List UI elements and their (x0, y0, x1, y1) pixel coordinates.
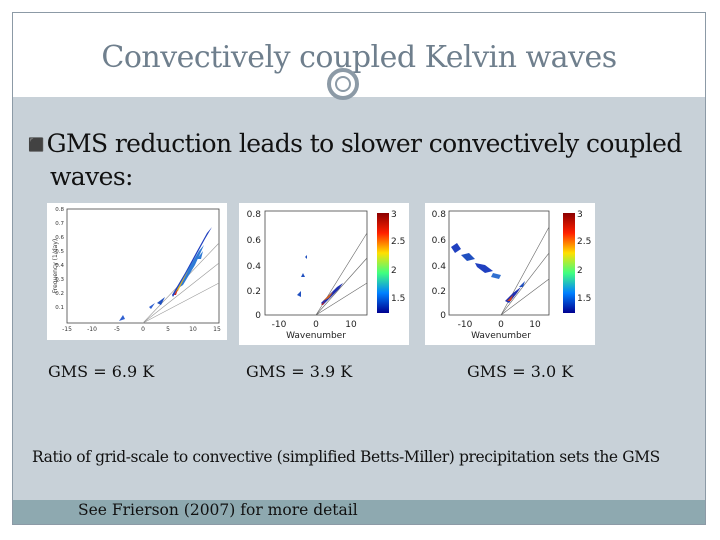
plot-3-svg: 0.8 0.6 0.4 0.2 0 -10 0 10 Wavenumber (432, 210, 592, 341)
plot-3-cbtick: 2 (577, 266, 583, 276)
plot-2-colorbar (377, 213, 389, 313)
plot-2-xlabel: Wavenumber (286, 331, 346, 341)
plot-1-ylabel: Frequency (1/day) (52, 239, 59, 293)
plot-3-xlabel: Wavenumber (471, 331, 531, 341)
plot-2-xtick: 10 (345, 320, 357, 330)
caption-gms-6-9: GMS = 6.9 K (48, 362, 155, 381)
caption-gms-3-0: GMS = 3.0 K (467, 362, 574, 381)
plot-1-ytick: 0.2 (55, 291, 64, 297)
plot-2-cbtick: 2 (391, 266, 397, 276)
plot-3-ytick: 0 (440, 311, 446, 321)
plot-1-spectrum (119, 227, 212, 321)
plot-2-spectrum (297, 255, 343, 305)
bullet-icon: ⬛ (28, 138, 44, 153)
plot-2-ytick: 0.6 (247, 236, 262, 246)
plot-2-cbtick: 1.5 (391, 294, 405, 304)
plot-gms-3-9: 0.8 0.6 0.4 0.2 0 -10 0 10 Wavenumber (239, 203, 409, 345)
plot-1-svg: Frequency (1/day) 0.8 0.7 0.6 0.5 0.4 0.… (52, 207, 221, 333)
plot-2-ytick: 0.4 (247, 262, 262, 272)
plot-3-colorbar-ticks: 3 2.5 2 1.5 (577, 210, 591, 304)
plot-1-yticks: 0.8 0.7 0.6 0.5 0.4 0.3 0.2 0.1 (55, 207, 64, 311)
bullet-line-2: waves: (50, 162, 133, 191)
slide-title: Convectively coupled Kelvin waves (101, 40, 617, 75)
plot-1-xtick: 5 (166, 326, 170, 333)
plot-2-xtick: -10 (272, 320, 287, 330)
plot-2-xticks: -10 0 10 (272, 320, 357, 330)
plot-2-cbtick: 2.5 (391, 237, 405, 247)
plot-3-cbtick: 2.5 (577, 237, 591, 247)
plot-2-ytick: 0 (255, 311, 261, 321)
plot-1-xtick: -5 (114, 326, 120, 333)
footer-bar (13, 500, 705, 524)
plot-1-ytick: 0.4 (55, 263, 64, 269)
plot-1-xtick: 10 (189, 326, 197, 333)
bullet-text: ⬛ GMS reduction leads to slower convectiv… (28, 128, 698, 192)
plot-2-yticks: 0.8 0.6 0.4 0.2 0 (247, 210, 262, 321)
plot-1-xtick: -15 (62, 326, 72, 333)
plot-3-spectrum (451, 243, 525, 303)
plot-3-xtick: -10 (458, 320, 473, 330)
title-area: Convectively coupled Kelvin waves (13, 13, 705, 97)
plot-3-cbtick: 3 (577, 210, 583, 220)
plot-gms-3-0: 0.8 0.6 0.4 0.2 0 -10 0 10 Wavenumber (425, 203, 595, 345)
plot-1-ytick: 0.7 (55, 221, 64, 227)
bullet-line-1: GMS reduction leads to slower convective… (46, 129, 683, 158)
plot-1-ytick: 0.5 (55, 249, 64, 255)
plot-1-xtick: 0 (141, 326, 145, 333)
plot-2-svg: 0.8 0.6 0.4 0.2 0 -10 0 10 Wavenumber (247, 210, 406, 341)
plot-3-ytick: 0.2 (432, 287, 446, 297)
plot-2-ytick: 0.8 (247, 210, 262, 220)
plot-3-xticks: -10 0 10 (458, 320, 541, 330)
divider-ring-icon (327, 68, 359, 100)
plot-1-ytick: 0.1 (55, 305, 64, 311)
gms-note: Ratio of grid-scale to convective (simpl… (32, 448, 660, 466)
footer-note: See Frierson (2007) for more detail (78, 501, 358, 519)
plot-2-xtick: 0 (313, 320, 319, 330)
plot-2-cbtick: 3 (391, 210, 397, 220)
caption-gms-3-9: GMS = 3.9 K (246, 362, 353, 381)
plot-1-xticks: -15 -10 -5 0 5 10 15 (62, 326, 221, 333)
plot-2-colorbar-ticks: 3 2.5 2 1.5 (391, 210, 405, 304)
plot-3-ytick: 0.4 (432, 262, 447, 272)
plot-3-ytick: 0.6 (432, 236, 447, 246)
plot-1-ytick: 0.8 (55, 207, 64, 213)
plot-3-ytick: 0.8 (432, 210, 447, 220)
plot-1-xtick: -10 (87, 326, 97, 333)
plot-2-ytick: 0.2 (247, 287, 261, 297)
plot-gms-6-9: Frequency (1/day) 0.8 0.7 0.6 0.5 0.4 0.… (47, 203, 227, 340)
plot-3-colorbar (563, 213, 575, 313)
plot-1-ytick: 0.6 (55, 235, 64, 241)
plot-3-xtick: 10 (529, 320, 541, 330)
plot-1-ytick: 0.3 (55, 277, 64, 283)
plot-3-yticks: 0.8 0.6 0.4 0.2 0 (432, 210, 447, 321)
plot-1-xtick: 15 (213, 326, 221, 333)
plot-3-xtick: 0 (498, 320, 504, 330)
plot-3-cbtick: 1.5 (577, 294, 591, 304)
